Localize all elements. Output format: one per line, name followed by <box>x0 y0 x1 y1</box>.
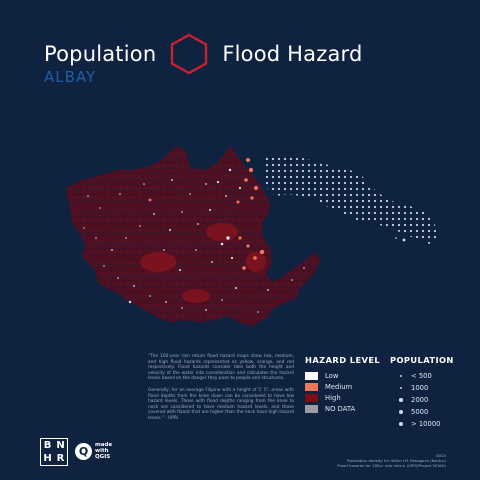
data-sources-heading: DATA <box>435 453 446 458</box>
legend-label: Medium <box>325 383 353 391</box>
hazard-legend-low: Low <box>305 371 338 381</box>
qgis-line: with <box>95 448 109 454</box>
data-sources: DATA Population density for 400m H3 Hexa… <box>337 453 446 468</box>
qgis-icon: Q <box>75 442 92 460</box>
logo-letter: B <box>43 440 52 451</box>
legend-label: 5000 <box>411 408 429 416</box>
province-subtitle: ALBAY <box>44 68 97 86</box>
population-dot-icon <box>398 421 404 427</box>
population-dots <box>83 168 406 313</box>
hazard-legend-title: HAZARD LEVEL <box>305 355 381 365</box>
title-population: Population <box>44 42 157 66</box>
population-legend-item: > 10000 <box>395 419 440 429</box>
logo-letter: H <box>43 453 52 464</box>
legend-label: > 10000 <box>411 420 441 428</box>
legend-label: 2000 <box>411 396 429 404</box>
population-legend-item: 1000 <box>395 383 428 393</box>
description-paragraph-1: "The 100-year rain return flood hazard m… <box>148 354 294 382</box>
qgis-text: made with QGIS <box>95 442 112 460</box>
logo-letter: N <box>56 440 65 451</box>
swatch-low <box>305 372 318 380</box>
hazard-legend-no-data: NO DATA <box>305 404 355 414</box>
medium-hazard-spots <box>148 158 265 270</box>
hazard-legend-medium: Medium <box>305 382 352 392</box>
data-source-line: Flood hazards for 100yr rain return (UPR… <box>337 463 446 468</box>
population-legend-item: 2000 <box>395 395 428 405</box>
population-legend-item: 5000 <box>395 407 428 417</box>
legend-label: NO DATA <box>325 405 356 413</box>
legend-label: 1000 <box>411 384 429 392</box>
description-text: "The 100-year rain return flood hazard m… <box>148 354 294 428</box>
mainland-region <box>65 145 321 327</box>
bnhr-logo: B N H R <box>40 438 68 466</box>
qgis-line: QGIS <box>95 454 111 460</box>
legend-label: Low <box>325 372 339 380</box>
qgis-line: made <box>95 442 113 448</box>
population-dot-icon <box>399 398 403 402</box>
population-dot-icon <box>400 375 402 377</box>
population-dot-icon <box>399 386 403 390</box>
population-legend-item: < 500 <box>395 371 432 381</box>
title-flood-hazard: Flood Hazard <box>222 42 363 66</box>
northeast-peninsula <box>262 154 438 244</box>
population-dot-icon <box>399 410 403 414</box>
logo-letter: R <box>56 453 65 464</box>
population-legend-title: POPULATION <box>390 355 454 365</box>
hazard-legend-high: High <box>305 393 341 403</box>
swatch-high <box>305 394 318 402</box>
legend-label: High <box>325 394 341 402</box>
swatch-medium <box>305 383 318 391</box>
data-source-line: Population density for 400m H3 Hexagons … <box>346 458 446 463</box>
swatch-no-data <box>305 405 318 413</box>
description-paragraph-2: Generally, for an average Filipino with … <box>148 387 294 421</box>
hexagon-icon <box>171 33 208 75</box>
map-title: Population Flood Hazard <box>44 33 363 75</box>
high-hazard-clusters <box>140 223 266 303</box>
made-with-qgis-logo: Q made with QGIS <box>75 442 112 460</box>
legend-label: < 500 <box>411 372 432 380</box>
